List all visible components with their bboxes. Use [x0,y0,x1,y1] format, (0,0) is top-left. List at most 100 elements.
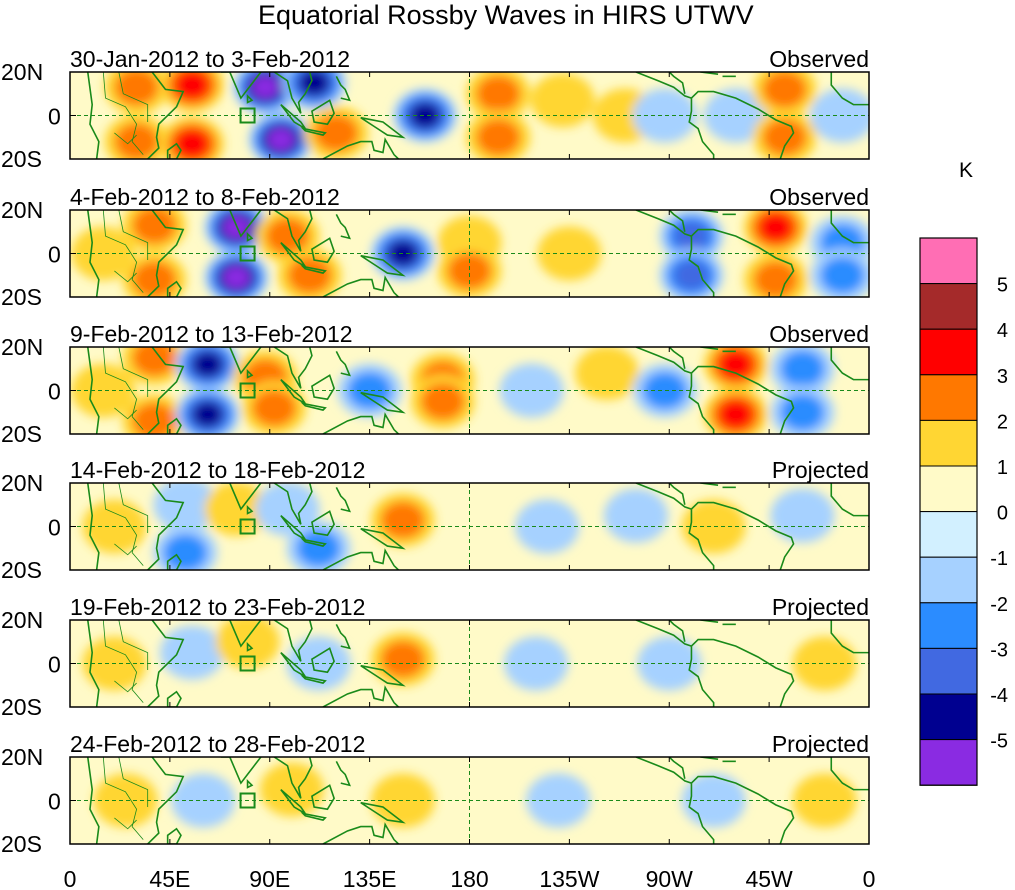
colorbar-swatch [919,647,978,695]
colorbar-swatch [919,419,978,467]
coastline-10 [360,801,406,824]
coastline-11 [322,137,400,159]
anomaly-contour [447,252,492,290]
coastline-4 [246,505,254,515]
coastline-12 [635,210,692,237]
coastline-10 [360,391,406,414]
y-tick-label: 20S [1,557,42,583]
coastline-12 [635,483,692,510]
coastline-10 [360,664,406,687]
anomaly-contour [132,210,177,244]
coastline-2 [166,280,182,297]
anomaly-contour [792,773,857,828]
coastline-10 [360,254,406,277]
colorbar-tick-label: -1 [990,548,1008,570]
anomaly-contour [410,102,441,129]
y-tick-label: 20S [1,831,42,857]
coastline-0 [86,347,100,434]
coastline-10 [360,527,406,550]
panel-date-range: 9-Feb-2012 to 13-Feb-2012 [70,321,353,347]
y-tick-label: 0 [48,515,61,541]
coastline-2 [166,142,182,159]
coastline-4 [246,369,254,379]
coastline-18 [830,483,869,517]
border-1 [118,483,149,534]
coastline-0 [86,757,100,844]
border-1 [118,347,149,398]
coastline-3 [220,483,262,511]
anomaly-contour [314,114,359,152]
coastline-7 [311,237,335,264]
coastline-8 [300,127,327,136]
anomaly-contour [753,261,798,297]
anomaly-contour [820,256,865,294]
coastline-14 [690,90,795,159]
coastline-0 [86,620,100,707]
coastline-12 [635,757,692,784]
anomaly-contour [526,773,591,828]
coastline-15 [688,236,715,297]
x-tick-label: 135W [539,866,599,890]
coastline-1 [147,757,185,844]
colorbar-swatch [919,511,978,558]
reference-box [239,382,256,399]
anomaly-contour [499,363,564,418]
anomaly-field [70,72,869,159]
border-2 [114,543,137,556]
coastline-8 [300,265,327,274]
colorbar-swatch [919,693,978,741]
anomaly-contour [174,72,210,100]
reference-box [239,518,256,535]
panel-date-range: 19-Feb-2012 to 23-Feb-2012 [70,594,365,620]
y-tick-label: 20S [1,421,42,447]
coastline-14 [690,228,795,297]
border-2 [114,680,137,693]
coastline-13 [668,347,686,369]
border-0 [102,72,144,155]
coastline-3 [220,72,262,100]
coastline-4 [246,232,254,242]
coastline-0 [86,72,100,159]
coastline-10 [360,116,406,139]
x-tick-label: 0 [64,866,77,890]
anomaly-contour [380,640,425,678]
anomaly-contour [575,347,640,401]
colorbar-tick-label: -3 [990,639,1008,661]
anomaly-contour [223,266,250,289]
coastline-7 [311,374,335,401]
coastline-13 [668,620,686,642]
anomaly-contour [255,483,320,537]
anomaly-contour [642,371,687,410]
colorbar-tick-label: 3 [997,366,1008,388]
anomaly-contour [347,371,392,410]
y-tick-label: 0 [48,652,61,678]
coastline-14 [690,638,795,707]
anomaly-contour [770,488,835,543]
border-2 [114,132,137,145]
colorbar-tick-label: 5 [997,275,1008,297]
y-tick-label: 20N [1,607,43,633]
anomaly-contour [296,529,341,567]
x-tick-label: 0 [863,866,876,890]
coastline-3 [220,347,262,375]
coastline-11 [322,685,400,707]
coastline-9 [335,213,351,240]
coastline-14 [690,501,795,570]
coastline-9 [335,760,351,787]
anomaly-contour [810,88,869,143]
coastline-1 [147,72,185,159]
y-tick-label: 20N [1,59,43,85]
y-tick-label: 0 [48,104,61,130]
coastline-2 [166,417,182,434]
y-tick-label: 0 [48,379,61,405]
border-0 [102,210,144,293]
colorbar-tick-label: -2 [990,594,1008,616]
anomaly-contour [476,75,521,113]
coastline-18 [830,72,869,106]
colorbar-tick-label: -5 [990,731,1008,753]
anomaly-contour [114,72,159,106]
coastline-0 [86,210,100,297]
anomaly-contour [252,389,297,427]
